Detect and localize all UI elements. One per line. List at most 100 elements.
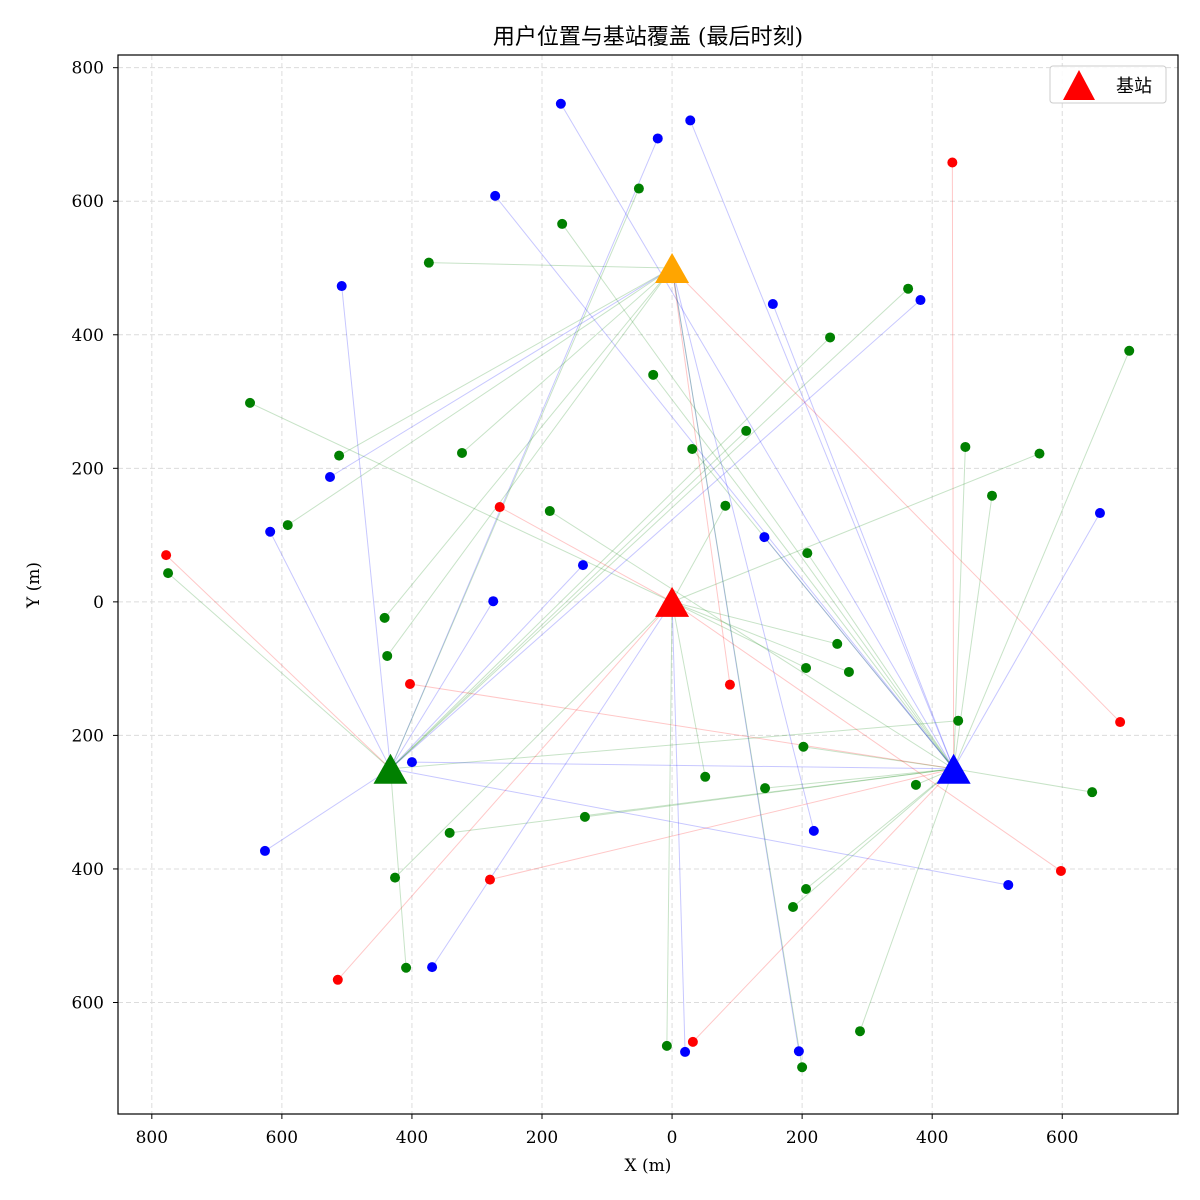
x-tick-label: 800 (136, 1128, 168, 1148)
user-point (960, 441, 971, 452)
user-station-link (384, 267, 673, 619)
x-tick-label: 0 (667, 1128, 678, 1148)
user-point (334, 450, 345, 461)
user-point (843, 666, 854, 677)
user-point (633, 183, 644, 194)
user-point (259, 845, 270, 856)
user-point (687, 443, 698, 454)
user-station-link (390, 288, 909, 770)
user-station-link (561, 223, 955, 770)
x-tick-label: 600 (1046, 1128, 1078, 1148)
user-point (801, 662, 812, 673)
user-point (490, 190, 501, 201)
base-station-markers (373, 253, 971, 784)
user-station-link (390, 768, 1009, 886)
user-point (680, 1046, 691, 1057)
user-station-link (341, 285, 391, 769)
user-point (557, 218, 568, 229)
user-point (336, 281, 347, 292)
user-station-link (338, 267, 673, 457)
user-point (488, 596, 499, 607)
legend-triangle-icon (1063, 70, 1095, 100)
legend: 基站 (1049, 65, 1167, 104)
user-point (423, 257, 434, 268)
user-point (282, 520, 293, 531)
user-station-link (390, 138, 659, 769)
user-station-link (805, 768, 954, 890)
user-point (797, 1062, 808, 1073)
user-point (484, 874, 495, 885)
user-point (741, 425, 752, 436)
user-station-link (287, 267, 673, 526)
y-tick-label: 0 (93, 593, 104, 613)
x-axis-ticks: 800 600 400 200 0 200 400 600 (136, 1114, 1078, 1148)
user-station-link (671, 601, 1062, 872)
user-point (406, 757, 417, 768)
y-tick-label: 400 (72, 860, 104, 880)
axes-frame (117, 54, 1179, 1115)
user-point (855, 1026, 865, 1037)
user-station-link (390, 720, 959, 770)
user-station-link (671, 453, 1040, 603)
user-point (760, 783, 771, 794)
user-station-link (671, 267, 731, 685)
user-station-link (390, 600, 494, 770)
user-point (788, 902, 799, 913)
user-station-link (386, 267, 673, 657)
user-station-link (264, 768, 391, 852)
user-point (825, 332, 836, 343)
chart-title: 用户位置与基站覆盖 (最后时刻) (493, 25, 803, 50)
user-point (579, 811, 590, 822)
y-tick-label: 600 (72, 192, 104, 212)
base-station-marker (655, 586, 690, 617)
user-station-link (692, 768, 955, 1043)
y-tick-label: 200 (72, 459, 104, 479)
base-station-marker (655, 253, 690, 284)
user-station-link (489, 768, 954, 881)
user-point (808, 825, 819, 836)
user-point (802, 548, 813, 559)
user-station-link (953, 512, 1101, 770)
user-point (444, 827, 455, 838)
user-station-link (584, 768, 954, 818)
user-station-link (691, 448, 955, 770)
user-point (798, 741, 809, 752)
legend-label: 基站 (1116, 76, 1152, 97)
user-point (648, 369, 659, 380)
x-tick-label: 400 (916, 1128, 948, 1148)
user-station-link (953, 350, 1130, 769)
user-point (427, 962, 438, 973)
user-point (1094, 508, 1105, 519)
user-station-link (549, 510, 954, 770)
user-station-link (329, 267, 673, 478)
user-point (1115, 717, 1126, 728)
user-station-link (390, 337, 831, 770)
user-station-link (772, 303, 955, 769)
user-station-link (390, 299, 921, 770)
user-station-link (671, 601, 706, 777)
user-point (325, 471, 335, 482)
x-tick-label: 400 (396, 1128, 428, 1148)
user-point (953, 715, 964, 726)
y-tick-label: 200 (72, 726, 104, 746)
y-tick-label: 600 (72, 993, 104, 1013)
user-station-links (165, 103, 1130, 1068)
user-point (265, 526, 276, 537)
user-station-link (390, 430, 747, 770)
user-point (652, 133, 663, 144)
user-station-link (689, 120, 955, 769)
base-station-marker (373, 753, 408, 784)
user-point (915, 295, 926, 306)
user-station-link (671, 267, 800, 1052)
user-point (457, 447, 468, 458)
y-tick-label: 400 (72, 326, 104, 346)
user-station-link (560, 103, 955, 770)
user-point (379, 612, 390, 623)
user-station-link (652, 374, 955, 770)
user-point (720, 500, 731, 511)
user-station-link (449, 768, 954, 834)
user-station-link (764, 536, 955, 770)
user-point (1124, 345, 1135, 356)
user-station-link (461, 267, 673, 454)
